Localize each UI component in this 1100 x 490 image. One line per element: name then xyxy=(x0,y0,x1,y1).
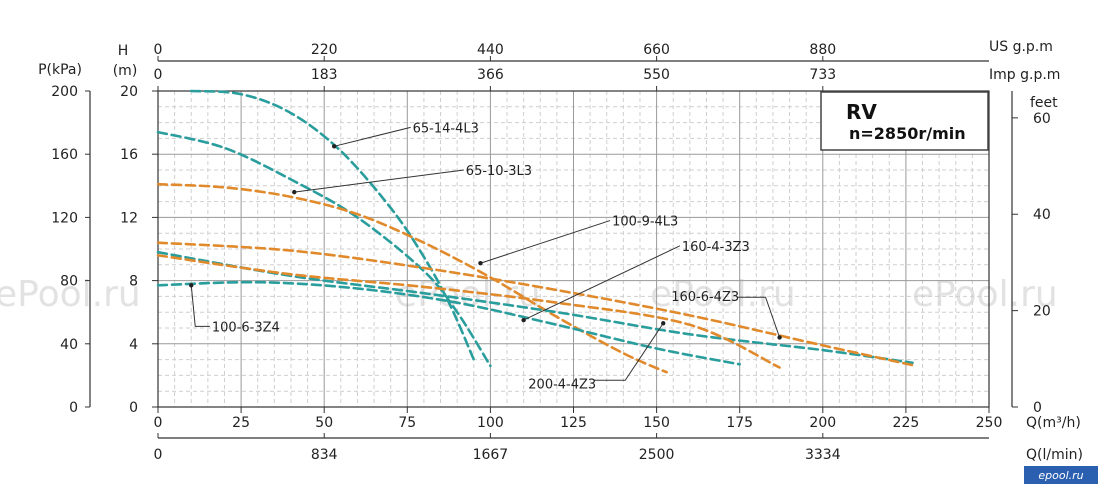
x-flow-tick-label: 225 xyxy=(893,415,920,431)
x-flow-tick-label: 25 xyxy=(232,415,250,431)
leader-line-160-6-4z3 xyxy=(737,296,781,338)
chart-subtitle: n=2850r/min xyxy=(849,124,966,143)
y-head-tick-label: 12 xyxy=(120,210,138,226)
x-usgpm-tick-label: 220 xyxy=(311,42,338,58)
y-kpa-tick-label: 40 xyxy=(60,337,78,353)
x-lmin-tick-label: 0 xyxy=(154,447,163,463)
x-flow-tick-label: 50 xyxy=(315,415,333,431)
x-lmin-tick-label: 2500 xyxy=(639,447,675,463)
x-impgpm-tick-label: 366 xyxy=(477,67,504,83)
x-flow-tick-label: 200 xyxy=(809,415,836,431)
series-group xyxy=(156,89,918,374)
chart-title: RV xyxy=(846,100,877,124)
y-feet-tick-label: 60 xyxy=(1033,111,1051,127)
leader-line-65-10-3l3 xyxy=(294,169,464,193)
x-usgpm-tick-label: 440 xyxy=(477,42,504,58)
x-lmin-tick-label: 3334 xyxy=(805,447,841,463)
leader-line-100-6-3z4 xyxy=(190,285,210,327)
y-head-axis-label: H xyxy=(118,43,129,59)
y-kpa-tick-label: 80 xyxy=(60,274,78,290)
brand-badge: epool.ru xyxy=(1024,466,1098,484)
x-impgpm-tick-label: 0 xyxy=(154,67,163,83)
leader-line-200-4-4z3 xyxy=(594,322,664,381)
x-flow-axis-label: Q(m³/h) xyxy=(1026,415,1081,431)
y-feet-tick-label: 20 xyxy=(1033,304,1051,320)
y-head-tick-label: 4 xyxy=(129,337,138,353)
series-label-160-6-4z3: 160-6-4Z3 xyxy=(671,290,739,305)
series-label-65-10-3l3: 65-10-3L3 xyxy=(466,164,532,179)
x-flow-tick-label: 150 xyxy=(643,415,670,431)
series-line-100-9-4l3 xyxy=(156,182,668,374)
marker-dot-200-4-4z3 xyxy=(661,321,666,326)
series-line-160-6-4z3 xyxy=(156,241,918,368)
axes: 0 25 50 75 100 125 150 175 200 225 250 Q(m³/h)0 834 1… xyxy=(38,39,1083,463)
marker-dot-65-14-4l3 xyxy=(331,144,337,149)
series-label-100-9-4l3: 100-9-4L3 xyxy=(612,215,678,230)
leader-line-100-9-4l3 xyxy=(480,220,611,264)
x-usgpm-tick-label: 660 xyxy=(643,42,670,58)
y-feet-axis-label: feet xyxy=(1030,95,1058,111)
y-kpa-tick-label: 120 xyxy=(51,210,78,226)
y-head-tick-label: 16 xyxy=(120,147,138,163)
x-impgpm-tick-label: 183 xyxy=(311,67,338,83)
x-flow-tick-label: 100 xyxy=(477,415,504,431)
series-label-160-4-3z3: 160-4-3Z3 xyxy=(682,240,750,255)
x-flow-tick-label: 175 xyxy=(726,415,753,431)
y-kpa-tick-label: 0 xyxy=(69,400,78,416)
series-labels: 65-14-4L3 65-10-3L3 100-9-4L3 160-4-3Z3 160-… xyxy=(189,121,782,392)
leader-line-65-14-4l3 xyxy=(334,126,411,147)
marker-dot-65-10-3l3 xyxy=(292,189,297,195)
marker-dot-100-6-3z4 xyxy=(189,283,194,288)
x-flow-tick-label: 125 xyxy=(560,415,587,431)
series-line-200-4-4z3 xyxy=(156,254,781,369)
y-feet-tick-label: 40 xyxy=(1033,207,1051,223)
x-lmin-tick-label: 834 xyxy=(311,447,338,463)
series-line-65-10-3l3 xyxy=(156,130,492,368)
title-box: RV n=2850r/min xyxy=(820,91,989,151)
x-flow-tick-label: 0 xyxy=(154,415,163,431)
x-lmin-tick-label: 1667 xyxy=(473,447,509,463)
series-label-65-14-4l3: 65-14-4L3 xyxy=(413,121,479,136)
series-line-100-6-3z4 xyxy=(156,280,741,366)
x-usgpm-tick-label: 880 xyxy=(809,42,836,58)
x-flow-tick-label: 250 xyxy=(976,415,1003,431)
y-feet-tick-label: 0 xyxy=(1033,400,1042,416)
x-lmin-axis-label: Q(l/min) xyxy=(1026,447,1083,463)
marker-dot-160-4-3z3 xyxy=(521,317,526,323)
series-label-100-6-3z4: 100-6-3Z4 xyxy=(212,320,280,335)
y-kpa-tick-label: 200 xyxy=(51,84,78,100)
brand-text: epool.ru xyxy=(1038,469,1083,482)
marker-dot-160-6-4z3 xyxy=(777,335,782,340)
y-head-axis-unit: (m) xyxy=(113,63,138,79)
y-head-tick-label: 20 xyxy=(120,84,138,100)
series-line-160-4-3z3 xyxy=(156,250,914,365)
watermark-text: ePool.ru xyxy=(0,274,141,315)
y-head-tick-label: 0 xyxy=(129,400,138,416)
leader-line-160-4-3z3 xyxy=(523,245,681,321)
x-impgpm-tick-label: 550 xyxy=(643,67,670,83)
marker-dot-100-9-4l3 xyxy=(478,261,483,266)
x-usgpm-tick-label: 0 xyxy=(154,42,163,58)
y-kpa-axis-label: P(kPa) xyxy=(38,62,82,78)
x-impgpm-axis-label: Imp g.p.m xyxy=(989,67,1060,83)
y-kpa-tick-label: 160 xyxy=(51,147,78,163)
x-flow-tick-label: 75 xyxy=(398,415,416,431)
x-usgpm-axis-label: US g.p.m xyxy=(989,39,1053,55)
y-head-tick-label: 8 xyxy=(129,274,138,290)
x-impgpm-tick-label: 733 xyxy=(809,67,836,83)
series-label-200-4-4z3: 200-4-4Z3 xyxy=(528,377,596,392)
